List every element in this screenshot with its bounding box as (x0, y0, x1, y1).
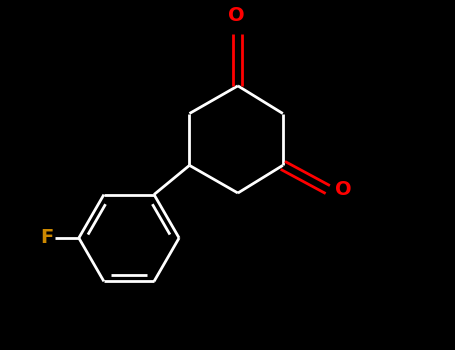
Text: F: F (40, 229, 54, 247)
Text: O: O (228, 6, 244, 25)
Text: O: O (335, 180, 351, 199)
